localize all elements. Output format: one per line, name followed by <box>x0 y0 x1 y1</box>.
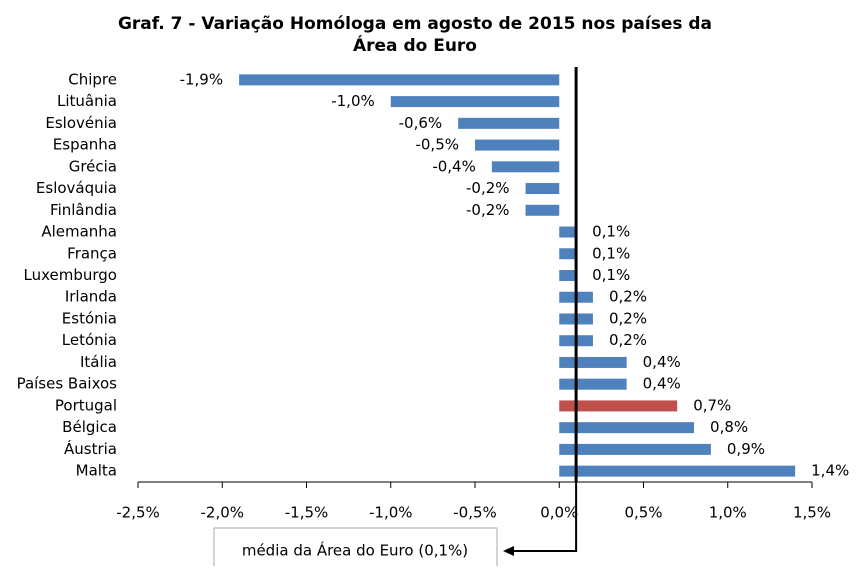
y-tick-label: Áustria <box>64 439 117 458</box>
bar <box>475 139 560 151</box>
bar <box>525 183 560 195</box>
value-label: -0,2% <box>466 201 510 219</box>
y-tick-label: Lituânia <box>57 92 117 110</box>
bar <box>559 443 711 455</box>
y-tick-label: Países Baixos <box>17 375 118 393</box>
bar <box>559 356 627 368</box>
value-label: 0,4% <box>643 353 681 371</box>
bar <box>491 161 560 173</box>
y-tick-label: Letónia <box>62 331 117 349</box>
bar <box>559 270 577 281</box>
bar <box>239 74 560 86</box>
bar <box>559 248 577 260</box>
y-tick-label: Bélgica <box>62 418 117 436</box>
x-tick-label: -1,0% <box>369 504 413 522</box>
value-label: 0,8% <box>710 418 748 436</box>
value-label: -1,9% <box>180 70 224 88</box>
x-tick-label: -0,5% <box>453 504 497 522</box>
bar <box>390 96 560 108</box>
y-tick-label: Portugal <box>55 396 117 414</box>
value-label: -0,6% <box>399 114 443 132</box>
bar <box>559 226 577 238</box>
value-label: -0,2% <box>466 179 510 197</box>
value-label: 0,1% <box>592 223 630 241</box>
bar <box>559 465 796 477</box>
value-label: 0,2% <box>609 331 647 349</box>
bar <box>458 117 560 129</box>
annotation-box <box>213 527 498 569</box>
y-tick-label: Itália <box>80 353 117 371</box>
value-label: 0,1% <box>592 266 630 284</box>
y-tick-label: França <box>67 244 117 262</box>
value-label: 0,7% <box>693 396 731 414</box>
bar <box>559 422 695 434</box>
y-tick-label: Alemanha <box>41 223 117 241</box>
y-tick-label: Luxemburgo <box>24 266 118 284</box>
value-label: 0,1% <box>592 244 630 262</box>
bar <box>559 378 627 390</box>
y-tick-label: Estónia <box>62 309 117 327</box>
y-tick-label: Espanha <box>53 136 117 154</box>
y-tick-label: Irlanda <box>65 288 117 306</box>
x-tick-label: 1,0% <box>709 504 747 522</box>
x-tick-label: -2,5% <box>116 504 160 522</box>
y-tick-label: Chipre <box>68 70 117 88</box>
x-tick-label: -2,0% <box>200 504 244 522</box>
value-label: -0,4% <box>432 157 476 175</box>
y-tick-label: Malta <box>76 462 117 480</box>
x-tick-label: -1,5% <box>285 504 329 522</box>
bar <box>559 400 678 412</box>
x-tick-label: 1,5% <box>793 504 831 522</box>
chart-title: Área do Euro <box>353 34 477 56</box>
bar <box>525 204 560 216</box>
annotation: média da Área do Euro (0,1%) <box>242 541 468 560</box>
annotation-arrow <box>512 482 578 552</box>
arrow-head <box>503 546 514 556</box>
value-label: 0,4% <box>643 375 681 393</box>
value-label: 1,4% <box>811 462 849 480</box>
value-label: 0,2% <box>609 288 647 306</box>
x-tick-label: 0,0% <box>540 504 578 522</box>
value-label: -1,0% <box>331 92 375 110</box>
value-label: 0,9% <box>727 440 765 458</box>
value-label: -0,5% <box>415 136 459 154</box>
y-tick-label: Eslováquia <box>36 179 117 197</box>
y-tick-label: Finlândia <box>50 201 117 219</box>
y-tick-label: Eslovénia <box>45 114 117 132</box>
y-tick-label: Grécia <box>69 157 117 175</box>
chart-title: Graf. 7 - Variação Homóloga em agosto de… <box>118 14 712 34</box>
x-tick-label: 0,5% <box>624 504 662 522</box>
value-label: 0,2% <box>609 309 647 327</box>
